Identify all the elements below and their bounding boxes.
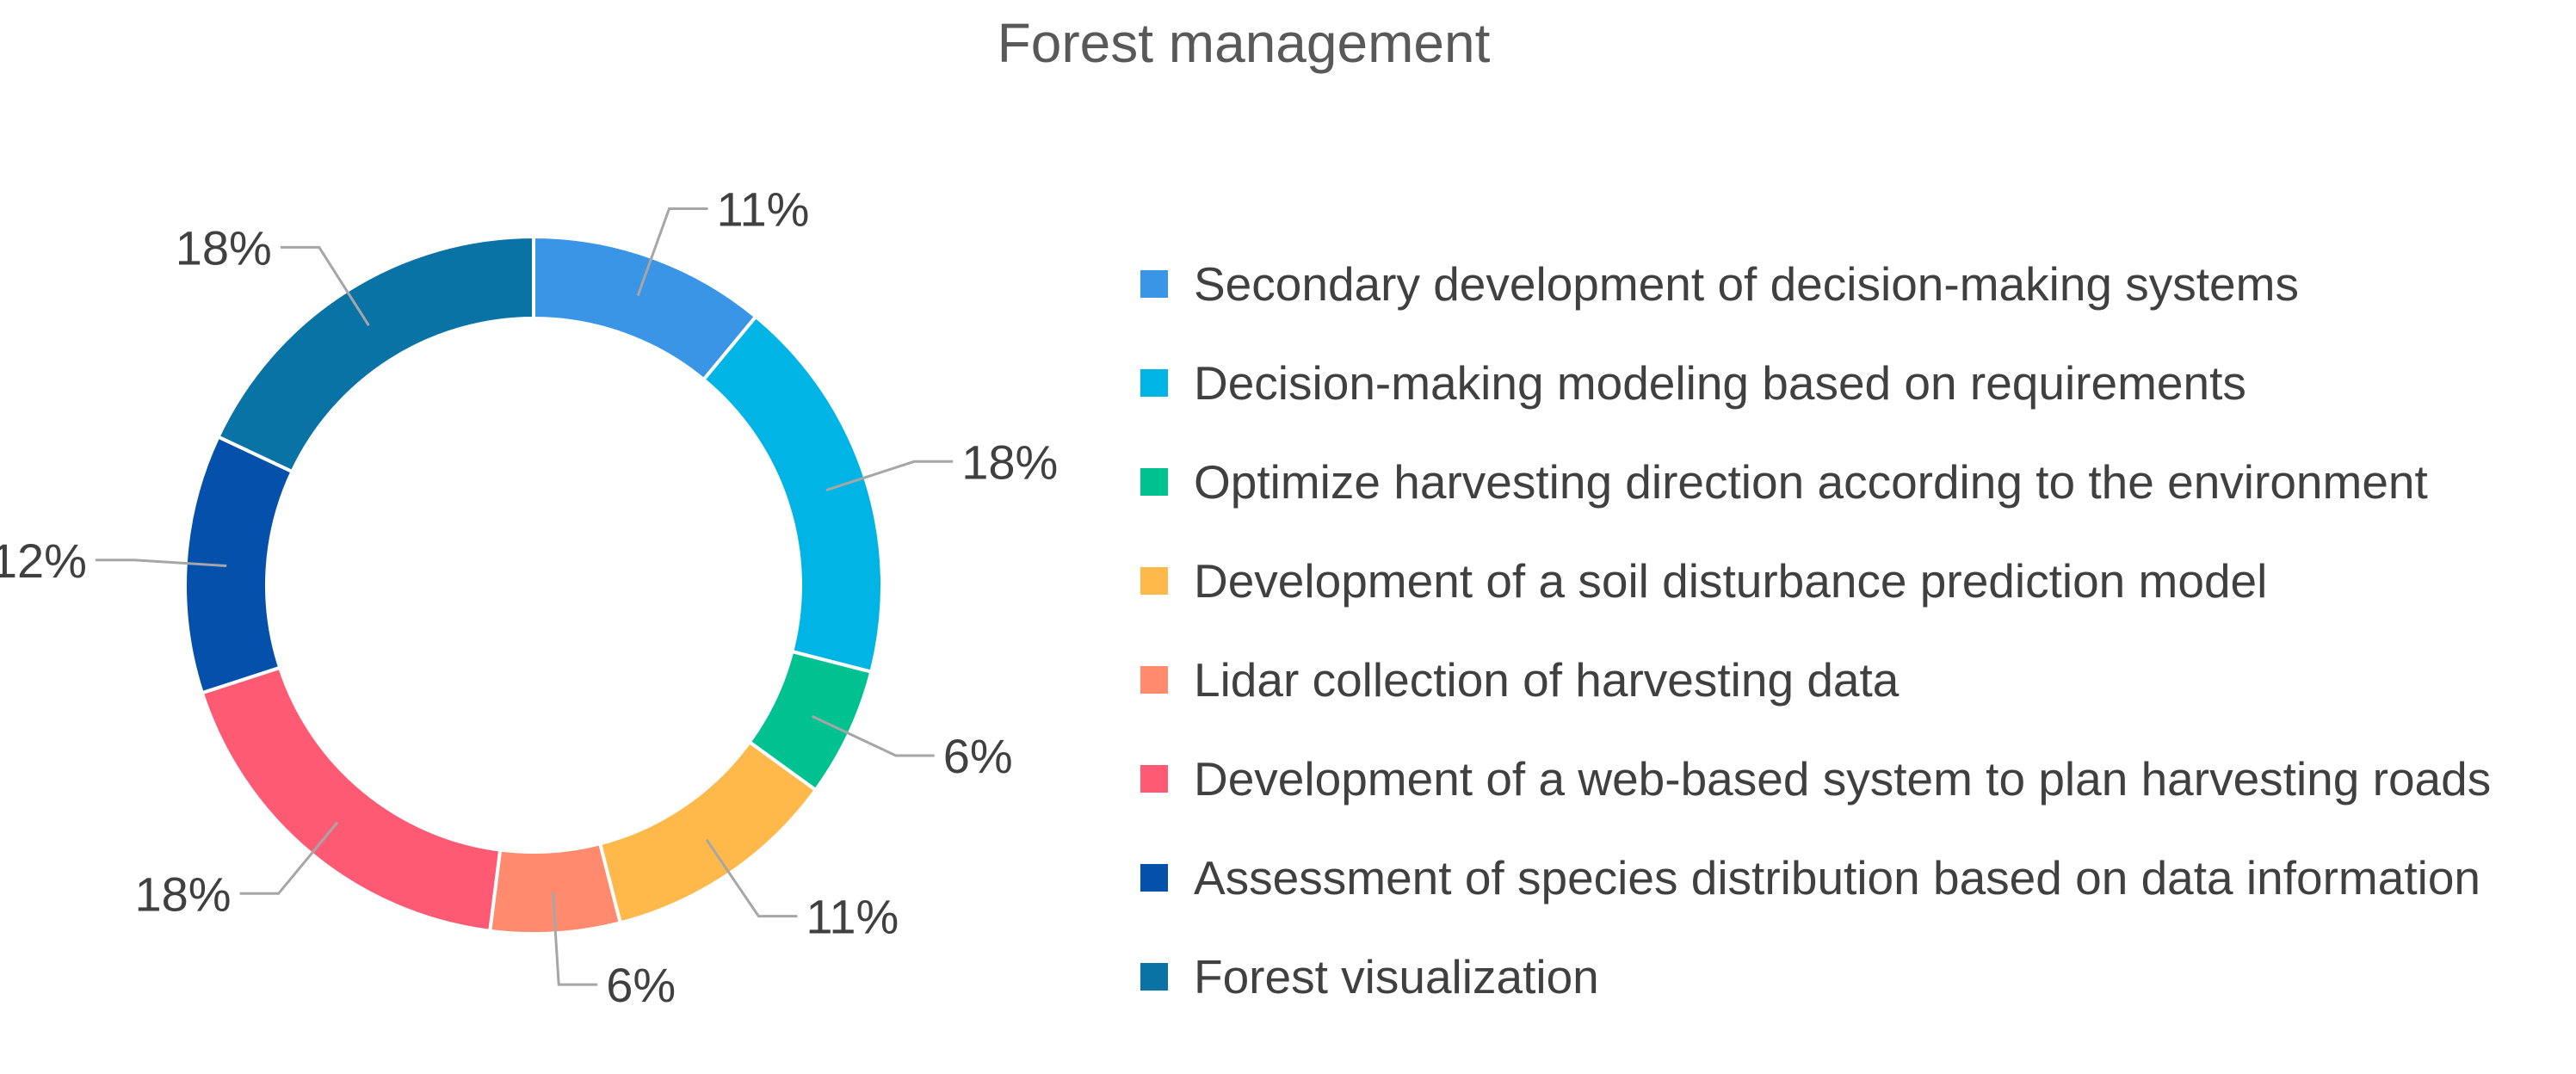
legend-swatch bbox=[1140, 863, 1168, 892]
data-label: 11% bbox=[717, 182, 810, 236]
legend-item: Decision-making modeling based on requir… bbox=[1140, 333, 2491, 432]
data-label: 18% bbox=[135, 867, 232, 921]
leader-line bbox=[636, 207, 708, 297]
chart-title: Forest management bbox=[997, 12, 1491, 74]
data-label: 12% bbox=[0, 534, 87, 588]
legend-label: Development of a web-based system to pla… bbox=[1194, 751, 2492, 806]
legend-item: Forest visualization bbox=[1140, 927, 2491, 1026]
data-label: 6% bbox=[943, 729, 1013, 783]
donut-slice bbox=[597, 739, 819, 925]
legend-swatch bbox=[1140, 368, 1168, 397]
legend-label: Development of a soil disturbance predic… bbox=[1194, 553, 2268, 608]
legend-item: Development of a web-based system to pla… bbox=[1140, 729, 2491, 828]
legend-item: Secondary development of decision-making… bbox=[1140, 234, 2491, 333]
data-label: 11% bbox=[806, 890, 899, 944]
legend-swatch bbox=[1140, 962, 1168, 991]
data-label: 18% bbox=[176, 220, 272, 275]
legend-item: Development of a soil disturbance predic… bbox=[1140, 531, 2491, 630]
legend-label: Decision-making modeling based on requir… bbox=[1194, 355, 2246, 410]
leader-line bbox=[95, 559, 227, 568]
data-label: 6% bbox=[606, 958, 676, 1012]
legend-label: Secondary development of decision-making… bbox=[1194, 256, 2299, 311]
legend-item: Lidar collection of harvesting data bbox=[1140, 630, 2491, 729]
donut-slice bbox=[200, 665, 503, 934]
data-label: 18% bbox=[961, 435, 1058, 489]
legend-label: Forest visualization bbox=[1194, 949, 1599, 1003]
legend-item: Optimize harvesting direction according … bbox=[1140, 432, 2491, 531]
legend-swatch bbox=[1140, 764, 1168, 793]
leader-line bbox=[705, 838, 798, 918]
legend: Secondary development of decision-making… bbox=[1140, 234, 2491, 1026]
donut-slice bbox=[215, 234, 535, 474]
legend-swatch bbox=[1140, 665, 1168, 694]
leader-line bbox=[811, 714, 935, 757]
legend-swatch bbox=[1140, 566, 1168, 595]
legend-item: Assessment of species distribution based… bbox=[1140, 828, 2491, 927]
legend-label: Assessment of species distribution based… bbox=[1194, 850, 2480, 904]
legend-swatch bbox=[1140, 467, 1168, 496]
legend-swatch bbox=[1140, 269, 1168, 298]
leader-line bbox=[825, 460, 954, 491]
leader-line bbox=[280, 245, 370, 326]
leader-line bbox=[551, 892, 598, 986]
leader-line bbox=[239, 821, 339, 895]
legend-label: Lidar collection of harvesting data bbox=[1194, 652, 1900, 707]
donut-slice bbox=[701, 314, 884, 675]
legend-label: Optimize harvesting direction according … bbox=[1194, 454, 2428, 509]
